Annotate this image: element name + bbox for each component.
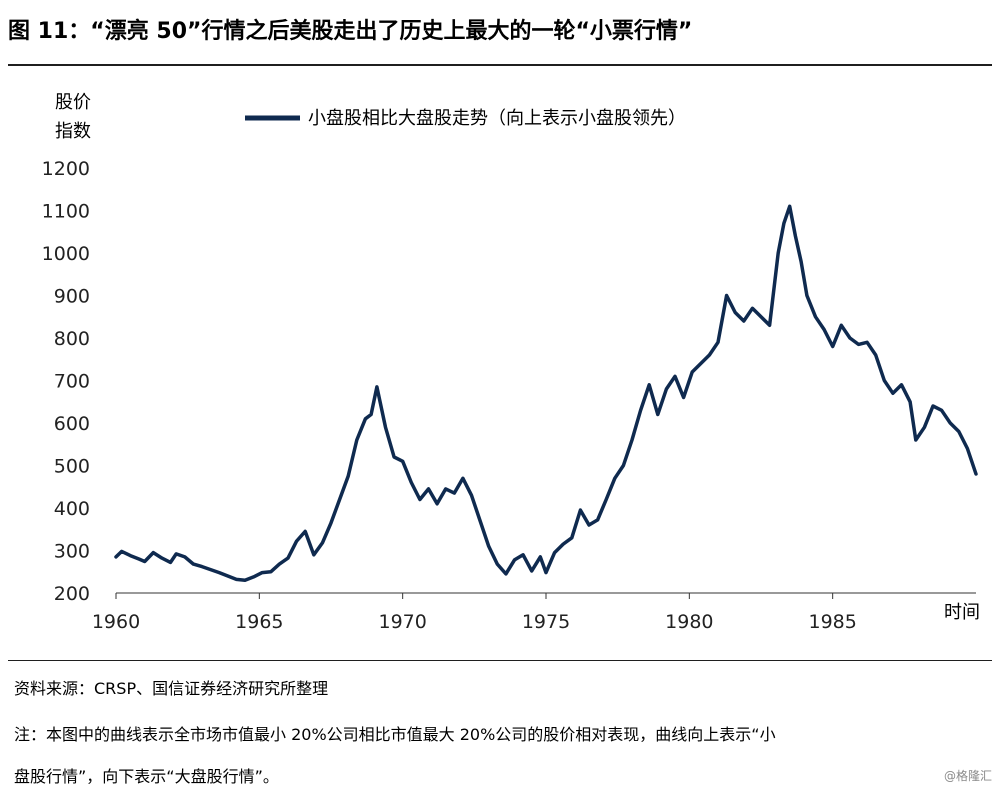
x-tick-label: 1970 [378, 611, 426, 633]
x-tick-label: 1985 [808, 611, 856, 633]
footnote-line-2: 盘股行情”，向下表示“大盘股行情”。 [14, 767, 279, 786]
x-axis-ticks: 1960 1965 1970 1975 1980 1985 [92, 593, 857, 633]
legend-label: 小盘股相比大盘股走势（向上表示小盘股领先） [308, 108, 686, 129]
x-tick-label: 1965 [235, 611, 283, 633]
line-chart: 股价 指数 小盘股相比大盘股走势（向上表示小盘股领先） 200 300 400 500… [42, 92, 980, 633]
footnote-line-1: 注：本图中的曲线表示全市场市值最小 20%公司相比市值最大 20%公司的股价相对… [14, 725, 776, 744]
x-tick-label: 1960 [92, 611, 140, 633]
y-tick-label: 500 [54, 456, 90, 478]
series-line-small-vs-large-cap [114, 204, 978, 583]
x-tick-label: 1980 [665, 611, 713, 633]
y-tick-label: 600 [54, 413, 90, 435]
y-axis-label-line1: 股价 [55, 92, 91, 113]
page-title: 图 11：“漂亮 50”行情之后美股走出了历史上最大的一轮“小票行情” [8, 0, 992, 66]
y-tick-label: 900 [54, 286, 90, 308]
y-tick-label: 200 [54, 583, 90, 605]
y-axis-label-line2: 指数 [55, 121, 91, 142]
watermark: @格隆汇 [943, 769, 992, 783]
y-tick-label: 400 [54, 498, 90, 520]
footer-divider [8, 660, 992, 661]
source-note: 资料来源：CRSP、国信证券经济研究所整理 [14, 679, 329, 698]
y-tick-label: 700 [54, 371, 90, 393]
y-tick-label: 1000 [42, 243, 90, 265]
x-axis-label: 时间 [944, 602, 980, 623]
y-tick-label: 1100 [42, 201, 90, 223]
y-tick-label: 800 [54, 328, 90, 350]
y-axis-ticks: 200 300 400 500 600 700 800 900 1000 1100 1200 [42, 158, 90, 605]
x-tick-label: 1975 [522, 611, 570, 633]
y-tick-label: 1200 [42, 158, 90, 180]
y-tick-label: 300 [54, 541, 90, 563]
